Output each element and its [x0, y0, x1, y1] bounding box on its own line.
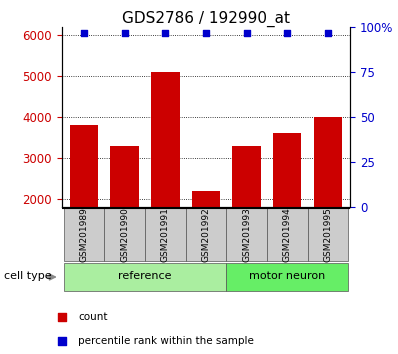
Text: GSM201994: GSM201994	[283, 207, 292, 262]
Text: percentile rank within the sample: percentile rank within the sample	[78, 336, 254, 346]
Point	[203, 30, 209, 35]
Text: GSM201991: GSM201991	[161, 207, 170, 262]
Point	[284, 30, 291, 35]
FancyBboxPatch shape	[64, 208, 104, 261]
FancyBboxPatch shape	[185, 208, 226, 261]
Text: cell type: cell type	[4, 272, 52, 281]
Text: GSM201990: GSM201990	[120, 207, 129, 262]
Text: GSM201993: GSM201993	[242, 207, 251, 262]
FancyBboxPatch shape	[64, 263, 226, 291]
Point	[325, 30, 331, 35]
FancyBboxPatch shape	[104, 208, 145, 261]
Title: GDS2786 / 192990_at: GDS2786 / 192990_at	[122, 10, 290, 27]
Bar	[70, 125, 98, 207]
Point	[269, 241, 276, 247]
Text: GSM201992: GSM201992	[201, 207, 211, 262]
Point	[121, 30, 128, 35]
Text: motor neuron: motor neuron	[249, 272, 326, 281]
Bar	[232, 145, 261, 207]
Bar	[314, 117, 342, 207]
Point	[81, 30, 87, 35]
FancyBboxPatch shape	[267, 208, 308, 261]
Text: GSM201989: GSM201989	[80, 207, 88, 262]
Text: GSM201995: GSM201995	[324, 207, 332, 262]
FancyBboxPatch shape	[308, 208, 348, 261]
Bar	[151, 72, 179, 207]
Bar	[273, 133, 301, 207]
Point	[244, 30, 250, 35]
Bar	[192, 191, 220, 207]
Point	[162, 30, 168, 35]
Point	[269, 25, 276, 31]
Text: reference: reference	[118, 272, 172, 281]
FancyBboxPatch shape	[226, 263, 348, 291]
FancyBboxPatch shape	[226, 208, 267, 261]
Text: count: count	[78, 312, 107, 322]
FancyBboxPatch shape	[145, 208, 185, 261]
Bar	[111, 145, 139, 207]
